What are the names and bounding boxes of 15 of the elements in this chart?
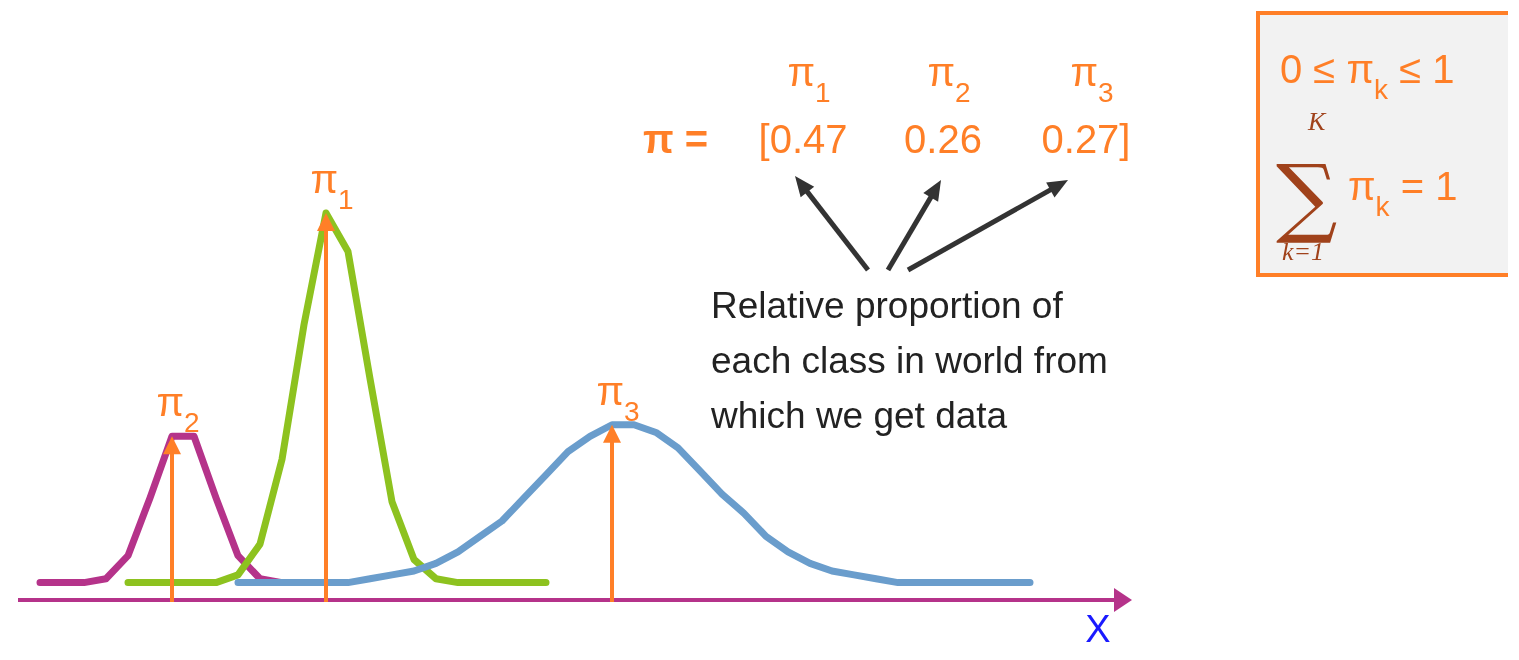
annotation: Relative proportion of each class in world from which we get data: [710, 285, 1108, 436]
annotation: π$_{3}$: [596, 368, 640, 427]
text: 0 ≤ π$_{k}$ ≤ 1: [1280, 47, 1455, 105]
text: K: [1307, 107, 1327, 136]
annotation: π$_{2}$: [156, 380, 200, 438]
annotation: π$_{1}$: [310, 157, 354, 215]
x-axis-title: X: [1085, 608, 1111, 650]
text: 0.27]: [1041, 117, 1131, 161]
text: π$_{2}$: [927, 50, 971, 108]
text: π$_{3}$: [1070, 50, 1114, 108]
text: 0.26: [904, 117, 982, 161]
text: π$_{k}$ = 1: [1348, 164, 1458, 222]
text: [0.47: [758, 117, 848, 161]
text: π =: [642, 117, 708, 161]
text: π$_{1}$: [787, 50, 831, 108]
